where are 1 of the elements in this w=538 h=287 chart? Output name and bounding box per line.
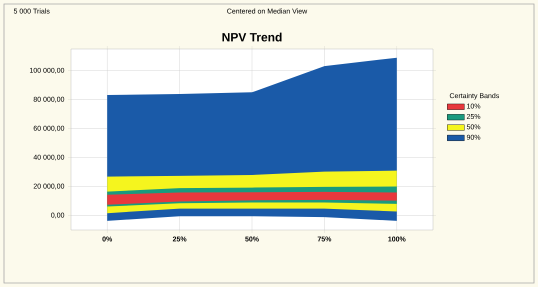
chart-title: NPV Trend — [222, 32, 282, 42]
